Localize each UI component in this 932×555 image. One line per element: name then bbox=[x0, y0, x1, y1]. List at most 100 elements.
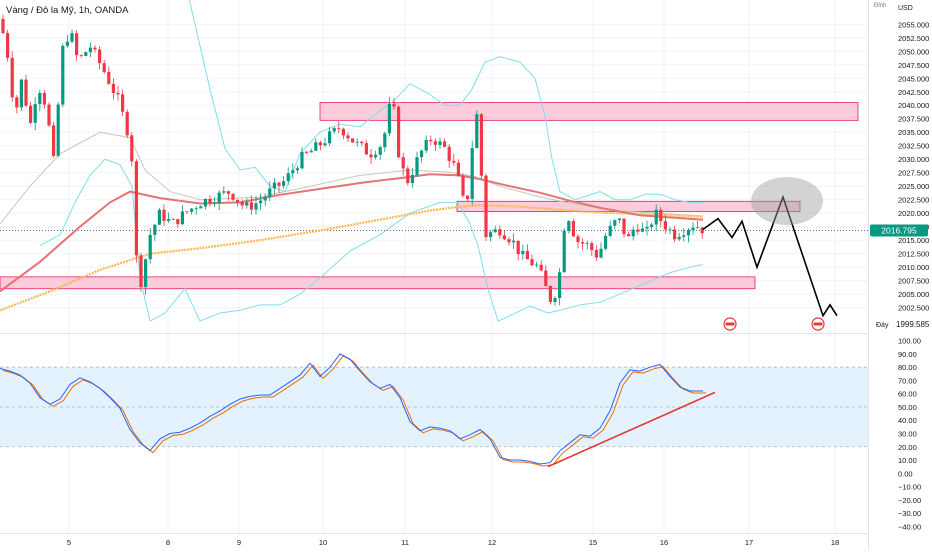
candle-body bbox=[65, 41, 69, 46]
time-axis[interactable]: 5 8 9 10 11 12 15 16 17 18 bbox=[67, 538, 839, 547]
candle-body bbox=[594, 250, 598, 258]
candle-body bbox=[116, 93, 120, 95]
target-highlight-ellipse bbox=[751, 177, 823, 225]
candle-body bbox=[374, 154, 378, 158]
oscillator-panel bbox=[0, 353, 868, 468]
candle-body bbox=[383, 133, 387, 148]
candle-body bbox=[323, 143, 327, 146]
candle-body bbox=[203, 198, 207, 207]
candle-body bbox=[640, 228, 644, 232]
candle-body bbox=[410, 174, 414, 184]
price-zone bbox=[319, 102, 859, 121]
candle-body bbox=[613, 220, 617, 226]
candle-body bbox=[139, 255, 143, 288]
candle-body bbox=[52, 125, 56, 156]
candle-body bbox=[314, 142, 318, 151]
candle-body bbox=[521, 251, 525, 255]
candle-body bbox=[581, 242, 585, 244]
candle-body bbox=[700, 227, 704, 234]
oscillator-tick-label: −40.00 bbox=[898, 522, 921, 531]
oscillator-tick-label: 90.00 bbox=[898, 350, 917, 359]
candle-body bbox=[498, 229, 502, 236]
candle-body bbox=[608, 225, 612, 236]
oscillator-tick-label: 70.00 bbox=[898, 376, 917, 385]
candle-body bbox=[263, 196, 267, 201]
stoch-d-line bbox=[2, 355, 706, 467]
indicator-lines bbox=[0, 0, 704, 322]
price-tick-label: 2042.500 bbox=[898, 88, 929, 97]
time-tick-label: 10 bbox=[319, 538, 327, 547]
candle-body bbox=[240, 202, 244, 206]
candle-body bbox=[663, 221, 667, 230]
oscillator-tick-label: 20.00 bbox=[898, 443, 917, 452]
candle-body bbox=[111, 83, 115, 94]
candle-body bbox=[222, 191, 226, 193]
time-tick-label: 12 bbox=[488, 538, 496, 547]
candle-body bbox=[272, 182, 276, 189]
candle-body bbox=[604, 235, 608, 249]
sma-line bbox=[0, 131, 704, 225]
candle-body bbox=[282, 181, 286, 186]
candle-body bbox=[599, 248, 603, 258]
candle-body bbox=[525, 251, 529, 260]
candle-body bbox=[420, 150, 424, 158]
candle-body bbox=[213, 202, 217, 204]
price-tick-label: 2035.000 bbox=[898, 128, 929, 137]
oscillator-tick-label: 30.00 bbox=[898, 430, 917, 439]
candle-body bbox=[79, 55, 83, 56]
candle-body bbox=[305, 151, 309, 153]
candle-body bbox=[673, 229, 677, 240]
candle-body bbox=[171, 219, 175, 220]
candle-body bbox=[341, 128, 345, 136]
candle-body bbox=[208, 198, 212, 204]
price-tick-label: 2020.000 bbox=[898, 209, 929, 218]
candle-body bbox=[466, 195, 470, 199]
calendar-event-icon[interactable] bbox=[811, 317, 825, 331]
candle-body bbox=[484, 175, 488, 238]
candle-body bbox=[176, 219, 180, 225]
candle-body bbox=[98, 49, 102, 64]
calendar-event-icon[interactable] bbox=[723, 317, 737, 331]
candle-body bbox=[346, 135, 350, 139]
candle-body bbox=[691, 227, 695, 230]
candle-body bbox=[645, 226, 649, 229]
candle-body bbox=[507, 239, 511, 243]
candle-body bbox=[636, 229, 640, 232]
candle-body bbox=[456, 162, 460, 177]
price-tick-label: 2025.000 bbox=[898, 182, 929, 191]
candle-body bbox=[351, 138, 355, 143]
candle-body bbox=[309, 150, 313, 153]
candle-body bbox=[447, 146, 451, 161]
candle-body bbox=[286, 173, 290, 182]
projection-line bbox=[702, 194, 838, 318]
oscillator-axis[interactable]: 100.00 90.00 80.00 70.00 60.00 50.00 40.00 30.0… bbox=[898, 337, 921, 532]
candle-body bbox=[590, 243, 594, 251]
candle-body bbox=[6, 33, 10, 58]
candle-body bbox=[185, 211, 189, 213]
currency-label: USD bbox=[898, 5, 913, 12]
price-tick-label: 2012.500 bbox=[898, 250, 929, 259]
oscillator-tick-label: 100.00 bbox=[898, 337, 921, 346]
candle-body bbox=[470, 148, 474, 199]
candle-body bbox=[318, 142, 322, 146]
stoch-k-line bbox=[0, 353, 703, 465]
candle-body bbox=[10, 57, 14, 98]
oscillator-tick-label: −30.00 bbox=[898, 509, 921, 518]
price-zone bbox=[0, 276, 756, 290]
candle-body bbox=[190, 208, 194, 212]
candle-body bbox=[539, 264, 543, 271]
candle-body bbox=[33, 104, 37, 123]
low-price-label: 1999.585 bbox=[896, 320, 930, 329]
candle-body bbox=[236, 199, 240, 203]
candle-body bbox=[576, 236, 580, 243]
candle-body bbox=[475, 114, 479, 149]
symbol-title: Vàng / Đô la Mỹ, 1h, OANDA bbox=[6, 5, 129, 16]
candle-body bbox=[75, 33, 79, 56]
candle-body bbox=[277, 182, 281, 186]
candle-body bbox=[125, 111, 129, 136]
projection-path bbox=[702, 194, 838, 318]
time-tick-label: 8 bbox=[166, 538, 170, 547]
price-tick-label: 2002.500 bbox=[898, 304, 929, 313]
